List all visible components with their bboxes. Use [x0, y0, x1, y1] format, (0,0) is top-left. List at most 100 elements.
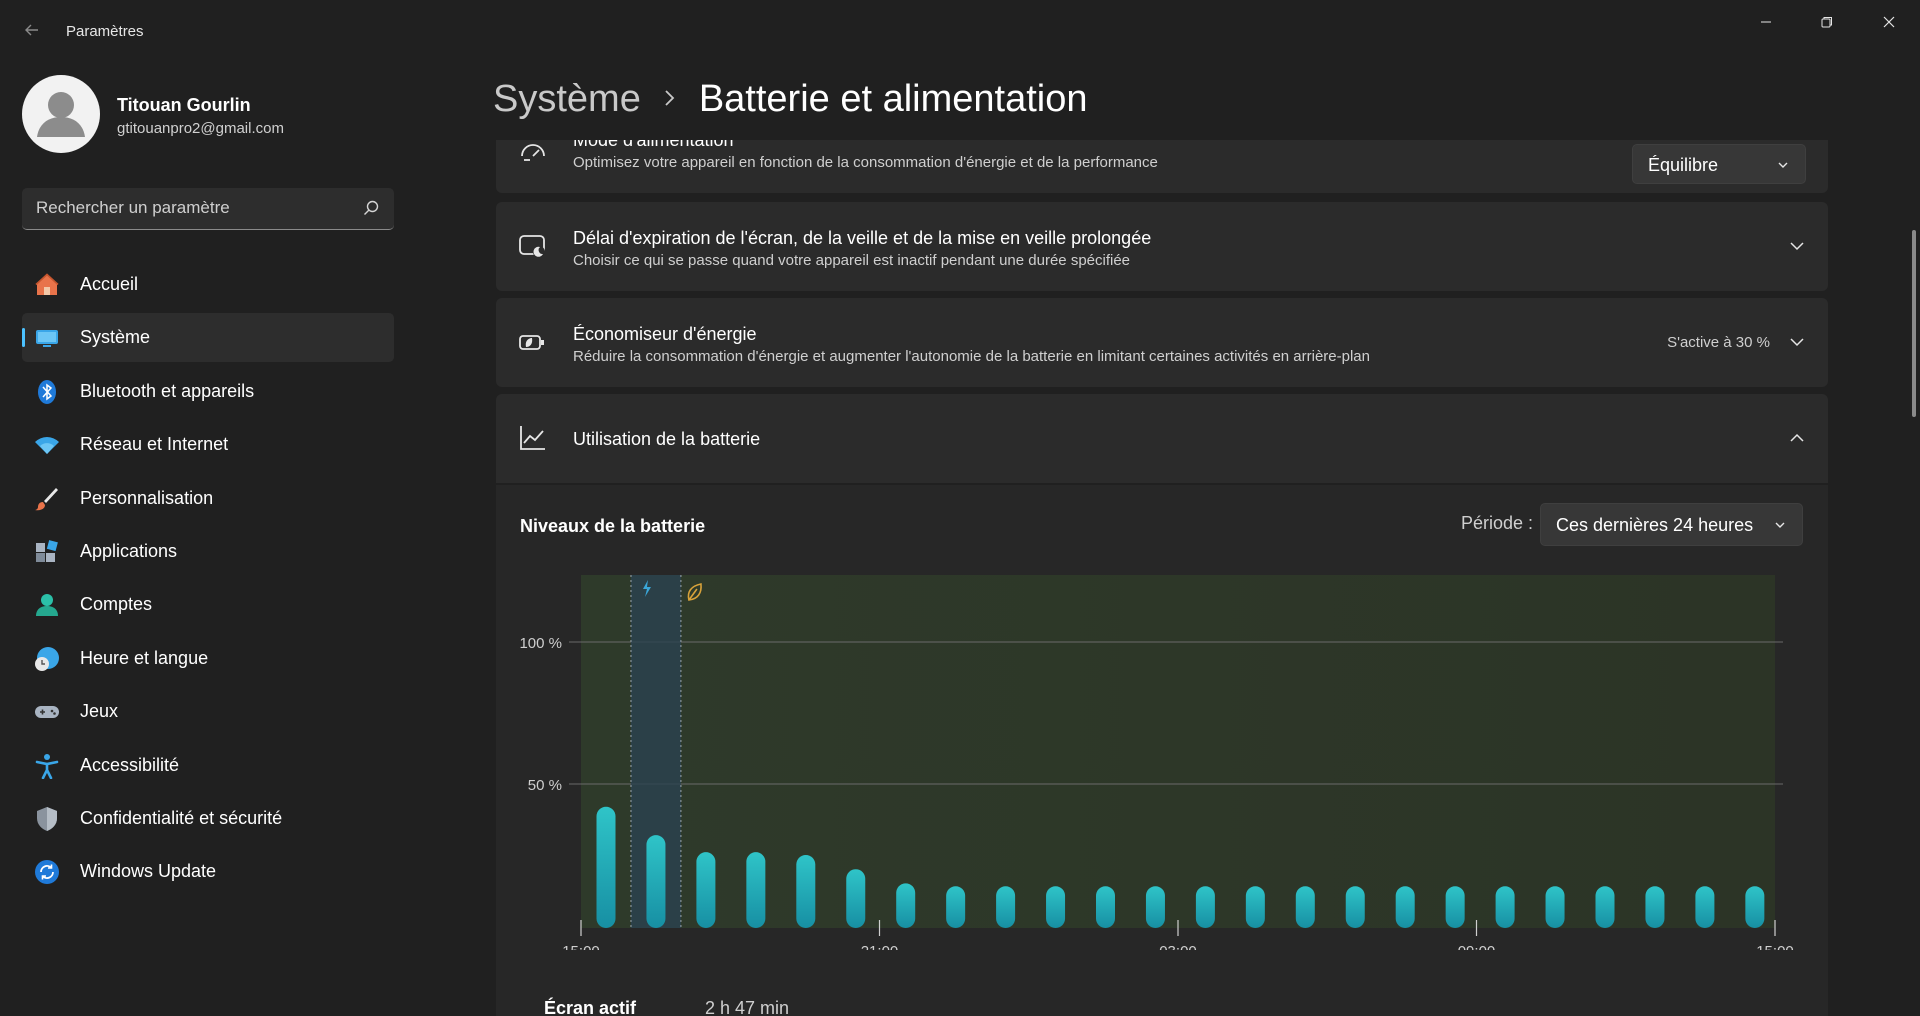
breadcrumb: Système Batterie et alimentation — [493, 78, 1088, 121]
battery-usage-card[interactable]: Utilisation de la batterie — [496, 394, 1828, 483]
battery-bar — [946, 886, 966, 928]
sidebar-item-label: Bluetooth et appareils — [80, 380, 255, 401]
card-title: Délai d'expiration de l'écran, de la vei… — [573, 228, 1152, 248]
battery-bar — [796, 855, 816, 928]
avatar[interactable] — [22, 75, 100, 153]
page-title: Batterie et alimentation — [698, 78, 1088, 120]
sidebar-item-label: Accessibilité — [80, 754, 180, 775]
chevron-down-icon[interactable] — [1788, 333, 1806, 351]
app-title: Paramètres — [66, 23, 144, 40]
shield-icon — [37, 806, 57, 831]
account-icon — [36, 594, 58, 617]
battery-bar — [1295, 886, 1315, 928]
screen-active-value: 2 h 47 min — [705, 998, 790, 1016]
chevron-up-icon[interactable] — [1788, 429, 1806, 447]
sidebar-item-applications[interactable]: Applications — [22, 527, 394, 576]
line-chart-icon — [520, 426, 545, 450]
restore-button[interactable] — [1797, 0, 1857, 44]
screen-sleep-icon — [519, 235, 545, 258]
battery-bar — [1745, 886, 1765, 928]
chevron-down-icon[interactable] — [1788, 237, 1806, 255]
sidebar-item-label: Applications — [80, 540, 178, 561]
card-description: Choisir ce qui se passe quand votre appa… — [573, 252, 1131, 269]
wifi-icon — [35, 437, 59, 455]
back-button[interactable] — [18, 18, 46, 46]
sidebar-item-bluetooth[interactable]: Bluetooth et appareils — [22, 367, 394, 416]
profile-email: gtitouanpro2@gmail.com — [117, 120, 284, 137]
chevron-down-icon — [1778, 162, 1788, 168]
energy-saver-icon — [519, 335, 544, 350]
card-title: Utilisation de la batterie — [573, 429, 761, 449]
power-mode-dropdown[interactable]: Équilibre — [1632, 144, 1806, 184]
system-icon — [36, 330, 58, 348]
battery-bar — [1245, 886, 1265, 928]
minimize-button[interactable] — [1736, 0, 1796, 44]
sidebar-item-accueil[interactable]: Accueil — [22, 260, 394, 309]
search-input[interactable] — [36, 188, 336, 228]
card-description: Optimisez votre appareil en fonction de … — [573, 154, 1158, 171]
sidebar-item-systeme[interactable]: Système — [22, 313, 394, 363]
period-dropdown[interactable]: Ces dernières 24 heures — [1540, 503, 1803, 546]
battery-bar — [646, 835, 666, 928]
battery-bar — [1046, 886, 1066, 928]
home-icon — [35, 273, 59, 295]
close-button[interactable] — [1859, 0, 1919, 44]
sidebar-item-heure-langue[interactable]: Heure et langue — [22, 634, 394, 683]
sidebar-item-accessibilite[interactable]: Accessibilité — [22, 741, 394, 790]
close-icon — [1883, 16, 1895, 28]
x-tick-label: 09:00 — [1458, 943, 1496, 950]
restore-icon — [1821, 17, 1832, 28]
sidebar-item-label: Confidentialité et sécurité — [80, 807, 283, 828]
card-title: Économiseur d'énergie — [573, 324, 757, 344]
brush-icon — [35, 487, 58, 510]
leaf-icon — [687, 583, 702, 601]
energy-saver-card[interactable]: Économiseur d'énergie Réduire la consomm… — [496, 298, 1828, 387]
power-mode-card[interactable]: Mode d'alimentation Optimisez votre appa… — [496, 140, 1828, 193]
y-tick-label: 50 % — [528, 777, 562, 794]
dropdown-value: Ces dernières 24 heures — [1556, 515, 1754, 535]
arrow-left-icon — [25, 24, 38, 36]
sidebar-item-reseau[interactable]: Réseau et Internet — [22, 420, 394, 469]
sidebar-item-windows-update[interactable]: Windows Update — [22, 847, 394, 896]
sidebar-item-label: Comptes — [80, 594, 153, 615]
breadcrumb-parent[interactable]: Système — [493, 78, 641, 120]
sidebar-item-personnalisation[interactable]: Personnalisation — [22, 474, 394, 523]
dropdown-value: Équilibre — [1648, 155, 1719, 175]
battery-bar — [1195, 886, 1215, 928]
chevron-right-icon — [663, 86, 677, 114]
sidebar-item-label: Personnalisation — [80, 487, 214, 508]
period-label: Période : — [1461, 513, 1534, 533]
sidebar-item-label: Heure et langue — [80, 647, 209, 668]
battery-bar — [1595, 886, 1615, 928]
chevron-down-icon — [1775, 522, 1785, 528]
user-avatar-icon — [37, 92, 85, 137]
y-tick-label: 100 % — [519, 635, 562, 652]
lightning-icon — [642, 580, 651, 597]
time-language-icon — [35, 646, 59, 671]
sidebar-item-comptes[interactable]: Comptes — [22, 580, 394, 629]
battery-levels-chart: 100 % 50 % 15:00 21:00 03:00 09:00 15:00 — [519, 575, 1794, 950]
battery-bar — [1545, 886, 1565, 928]
update-icon — [35, 860, 59, 885]
power-mode-icon — [521, 144, 545, 161]
sidebar-item-jeux[interactable]: Jeux — [22, 687, 394, 736]
battery-levels-title: Niveaux de la batterie — [520, 516, 706, 536]
sidebar-nav: Accueil Système Bluetooth et appareils R… — [22, 260, 394, 901]
sidebar-item-label: Accueil — [80, 274, 139, 294]
x-tick-label: 15:00 — [1756, 943, 1794, 950]
battery-bar — [1495, 886, 1515, 928]
screen-timeout-card[interactable]: Délai d'expiration de l'écran, de la vei… — [496, 202, 1828, 291]
search-box[interactable] — [22, 188, 394, 230]
card-description: Réduire la consommation d'énergie et aug… — [573, 348, 1370, 365]
sidebar-item-confidentialite[interactable]: Confidentialité et sécurité — [22, 794, 394, 843]
battery-bar — [1695, 886, 1715, 928]
sidebar-item-label: Jeux — [80, 701, 119, 722]
battery-bar — [996, 886, 1016, 928]
search-icon[interactable] — [362, 199, 380, 217]
battery-bar — [1645, 886, 1665, 928]
sidebar-item-label: Système — [80, 327, 151, 348]
bluetooth-icon — [38, 379, 56, 404]
battery-bar — [896, 883, 916, 928]
battery-bar — [1445, 886, 1465, 928]
scrollbar[interactable] — [1912, 230, 1916, 417]
